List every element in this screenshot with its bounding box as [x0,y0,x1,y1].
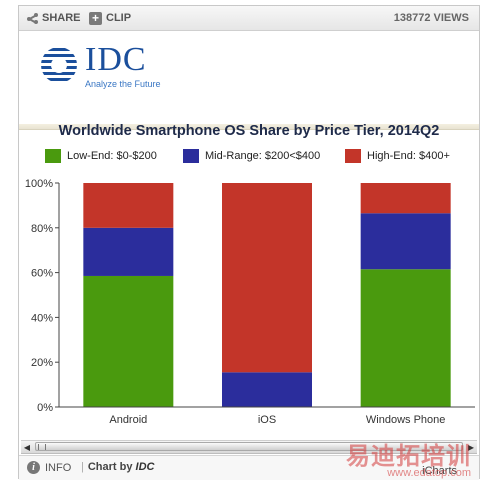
scroll-thumb[interactable] [35,442,463,451]
icharts-brand[interactable]: iCharts [422,465,457,477]
chart-by-label: Chart by [87,461,133,473]
bar-windows-phone-series-0[interactable] [360,269,451,407]
grip-icon [38,444,46,450]
bar-ios-series-1[interactable] [222,372,312,407]
banner-divider [19,124,479,130]
legend-label-high-end: High-End: $400+ [367,150,450,162]
chart-by-brand: IDC [135,461,155,473]
bar-windows-phone-series-1[interactable] [360,213,451,270]
info-button[interactable]: i INFO [27,461,71,474]
y-tick-label-4: 80% [31,223,53,235]
top-toolbar: SHARE + CLIP 138772 VIEWS [19,6,479,31]
horizontal-scrollbar[interactable]: ◀ ▶ [21,440,477,454]
chart-by-link[interactable]: | Chart by IDC [81,461,155,473]
legend-swatch-mid-range [183,149,199,163]
bar-ios-series-2[interactable] [222,183,312,373]
legend-item-high-end[interactable]: High-End: $400+ [345,149,450,163]
info-label: INFO [45,461,72,474]
chart-title: Worldwide Smartphone OS Share by Price T… [58,123,440,139]
share-label: SHARE [42,12,81,24]
logo-tagline: Analyze the Future [85,79,161,89]
clip-button[interactable]: + CLIP [89,6,131,30]
info-icon: i [27,461,40,474]
x-tick-label-android: Android [109,414,147,426]
legend-swatch-low-end [45,149,61,163]
idc-globe-icon [41,48,77,81]
y-tick-label-2: 40% [31,312,53,324]
clip-label: CLIP [106,12,132,24]
legend-swatch-high-end [345,149,361,163]
x-tick-label-windows-phone: Windows Phone [366,414,446,426]
scroll-left-icon[interactable]: ◀ [23,442,31,452]
bar-windows-phone-series-2[interactable] [360,183,451,214]
share-button[interactable]: SHARE [27,6,81,30]
share-icon [27,12,38,24]
footer-bar: i INFO | Chart by IDC [19,455,479,480]
plus-icon: + [89,11,102,25]
legend-label-mid-range: Mid-Range: $200<$400 [205,150,321,162]
bar-android-series-1[interactable] [83,227,174,276]
y-tick-label-0: 0% [37,402,53,414]
logo-banner: IDC Analyze the Future [19,31,479,130]
y-tick-label-3: 60% [31,268,53,280]
view-count: 138772 VIEWS [393,12,469,24]
y-tick-label-1: 20% [31,357,53,369]
chart-widget: SHARE + CLIP 138772 VIEWS IDC Analyze th… [18,5,480,480]
stacked-bar-chart: Android iOS Windows Phone 0% 20% 40% 60% 80% 100… [25,178,475,426]
bar-android-series-2[interactable] [83,183,174,228]
x-tick-label-ios: iOS [258,414,276,426]
legend-item-low-end[interactable]: Low-End: $0-$200 [45,149,157,163]
y-tick-label-5: 100% [25,178,53,190]
scroll-right-icon[interactable]: ▶ [467,442,475,452]
legend-item-mid-range[interactable]: Mid-Range: $200<$400 [183,149,320,163]
legend-label-low-end: Low-End: $0-$200 [67,150,157,162]
idc-logo-text: IDC [85,41,147,78]
bar-android-series-0[interactable] [83,275,174,407]
